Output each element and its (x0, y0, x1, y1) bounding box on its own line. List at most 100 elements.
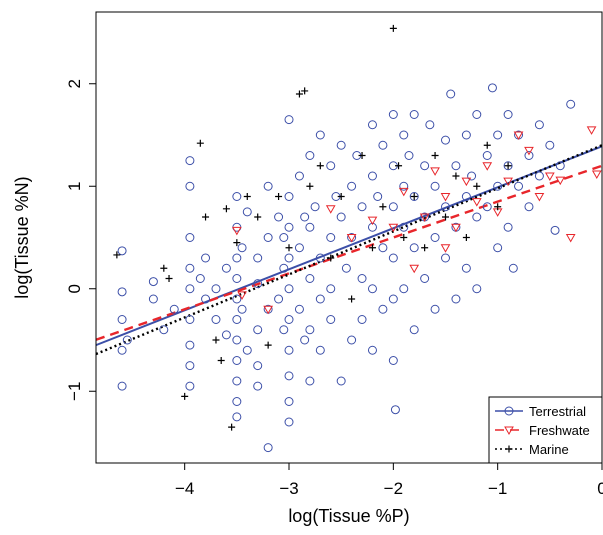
point-terrestrial (305, 222, 315, 232)
point-terrestrial (232, 315, 242, 324)
point-freshwate (591, 170, 602, 179)
point-terrestrial (211, 284, 221, 294)
point-marine (483, 141, 491, 149)
point-terrestrial (378, 243, 388, 253)
point-freshwate (513, 131, 524, 141)
y-tick-label: 0 (65, 284, 84, 293)
point-freshwate (482, 162, 493, 171)
point-terrestrial (185, 181, 195, 191)
plot-frame (95, 11, 603, 464)
point-freshwate (534, 193, 545, 202)
point-marine (421, 244, 429, 252)
point-marine (306, 182, 314, 190)
legend-label-marine: Marine (529, 442, 569, 457)
point-freshwate (524, 146, 534, 156)
point-terrestrial (430, 181, 440, 191)
point-terrestrial (367, 171, 377, 181)
point-terrestrial (451, 161, 461, 171)
point-freshwate (263, 305, 274, 315)
point-marine (462, 234, 470, 241)
y-tick-label: 2 (65, 79, 84, 88)
point-terrestrial (472, 212, 482, 222)
x-tick-label: 0 (597, 479, 603, 498)
fit-line-freshwate (95, 164, 603, 341)
point-terrestrial (117, 345, 127, 355)
point-terrestrial (232, 335, 242, 345)
data-points (113, 24, 602, 453)
point-freshwate (367, 216, 378, 226)
point-marine (295, 90, 303, 98)
point-terrestrial (378, 304, 388, 314)
point-marine (504, 162, 512, 170)
point-terrestrial (357, 274, 367, 283)
point-terrestrial (232, 253, 242, 263)
fit-lines (95, 144, 603, 356)
point-terrestrial (493, 181, 503, 191)
point-terrestrial (305, 376, 315, 386)
point-marine (165, 275, 173, 282)
point-freshwate (471, 198, 482, 207)
point-terrestrial (367, 345, 377, 355)
point-marine (181, 392, 189, 400)
point-terrestrial (263, 181, 273, 191)
point-terrestrial (185, 315, 195, 324)
point-freshwate (451, 223, 461, 233)
point-terrestrial (347, 181, 357, 191)
point-terrestrial (305, 151, 315, 160)
point-terrestrial (185, 340, 195, 350)
point-terrestrial (409, 192, 419, 201)
legend: Terrestrial Freshwate Marine (488, 396, 603, 464)
point-terrestrial (504, 406, 514, 416)
point-terrestrial (472, 284, 482, 294)
point-freshwate (440, 193, 451, 202)
point-terrestrial (326, 233, 336, 242)
point-terrestrial (367, 284, 377, 294)
point-terrestrial (284, 192, 294, 201)
point-terrestrial (284, 397, 294, 406)
point-terrestrial (409, 325, 419, 335)
point-terrestrial (253, 279, 263, 289)
point-terrestrial (461, 263, 471, 273)
point-terrestrial (399, 130, 409, 140)
point-marine (264, 341, 272, 349)
fit-line-marine (95, 144, 603, 356)
legend-box (488, 396, 603, 464)
point-terrestrial (117, 246, 127, 256)
point-terrestrial (336, 212, 346, 222)
point-marine (196, 139, 204, 147)
point-terrestrial (357, 202, 367, 212)
point-terrestrial (294, 304, 304, 314)
point-marine (410, 193, 418, 200)
point-freshwate (440, 244, 451, 253)
point-marine (233, 239, 241, 247)
point-terrestrial (253, 361, 263, 371)
point-marine (348, 295, 356, 303)
point-terrestrial (357, 315, 367, 324)
point-terrestrial (420, 161, 430, 171)
point-terrestrial (279, 233, 289, 242)
point-terrestrial (294, 171, 304, 181)
point-terrestrial (232, 412, 242, 422)
point-terrestrial (232, 192, 242, 201)
point-terrestrial (122, 335, 132, 345)
point-terrestrial (514, 181, 524, 191)
point-marine (327, 254, 335, 262)
point-terrestrial (367, 120, 377, 130)
legend-label-freshwate: Freshwate (529, 423, 590, 438)
point-terrestrial (315, 253, 325, 263)
point-terrestrial (300, 212, 310, 222)
point-terrestrial (482, 151, 492, 160)
point-terrestrial (430, 233, 440, 242)
point-terrestrial (274, 294, 284, 304)
point-terrestrial (390, 405, 400, 415)
point-marine (379, 203, 387, 211)
point-terrestrial (274, 212, 284, 222)
point-terrestrial (409, 243, 419, 253)
point-terrestrial (221, 263, 231, 273)
point-terrestrial (566, 99, 576, 109)
point-terrestrial (148, 294, 158, 304)
point-freshwate (325, 205, 336, 214)
point-terrestrial (237, 243, 247, 253)
point-terrestrial (284, 253, 294, 263)
